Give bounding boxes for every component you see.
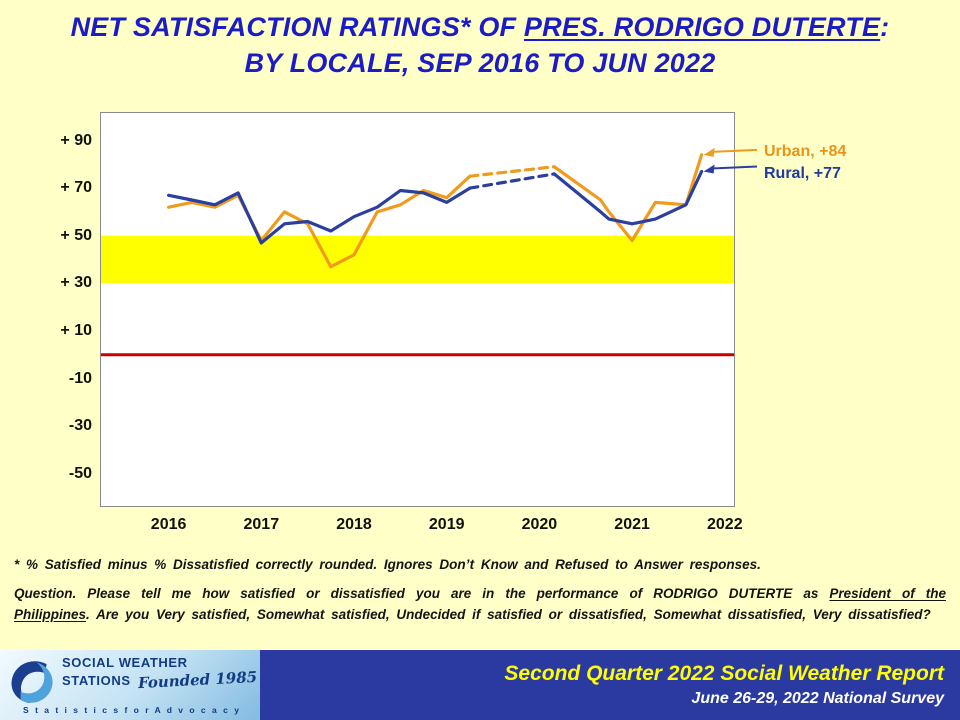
logo-line1: SOCIAL WEATHER — [62, 655, 188, 670]
question-post: . Are you Very satisfied, Somewhat satis… — [86, 606, 931, 622]
report-title-block: Second Quarter 2022 Social Weather Repor… — [260, 650, 960, 720]
logo-tagline: S t a t i s t i c s f o r A d v o c a c … — [23, 705, 241, 715]
y-axis-label: -50 — [68, 464, 92, 482]
y-axis-label: + 10 — [60, 321, 92, 339]
x-axis-label: 2018 — [336, 516, 372, 533]
question-pre: Question. Please tell me how satisfied o… — [14, 586, 830, 601]
x-axis-label: 2022 — [707, 516, 743, 533]
rural-label-arrow-icon — [703, 164, 715, 174]
page-title: NET SATISFACTION RATINGS* OF PRES. RODRI… — [0, 10, 960, 81]
urban-label-leader — [711, 148, 758, 153]
y-axis-label: + 50 — [60, 226, 92, 244]
sws-swirl-logo-icon — [11, 661, 53, 704]
title-line1-post: : — [880, 12, 890, 42]
line-chart — [100, 112, 758, 507]
sws-logo-block: SOCIAL WEATHER STATIONS Founded 1985 S t… — [0, 650, 260, 720]
y-axis-label: -30 — [68, 417, 92, 435]
x-axis-label: 2021 — [614, 516, 650, 533]
urban-label-arrow-icon — [703, 147, 715, 157]
footnote: * % Satisfied minus % Dissatisfied corre… — [14, 557, 761, 572]
question-underlined: President of the Philippines — [14, 586, 947, 622]
x-axis-label: 2017 — [243, 516, 280, 533]
neutral-band — [100, 235, 735, 284]
logo-founded-1985: Founded 1985 — [137, 667, 258, 693]
rural-line — [552, 169, 704, 226]
x-axis: 2016 2017 2018 2019 2020 2021 2022 — [100, 516, 760, 540]
title-line1-underlined: PRES. RODRIGO DUTERTE — [523, 12, 881, 42]
sws-logo-text: SOCIAL WEATHER STATIONS Founded 1985 — [62, 655, 258, 693]
title-line2: BY LOCALE, SEP 2016 TO JUN 2022 — [244, 47, 716, 78]
x-axis-label: 2020 — [521, 516, 558, 533]
x-axis-label: 2016 — [150, 516, 187, 533]
rural-line-dashed — [468, 172, 556, 190]
footer-bar: SOCIAL WEATHER STATIONS Founded 1985 S t… — [0, 650, 960, 720]
chart-plot-area — [100, 112, 760, 510]
rural-line — [166, 186, 472, 245]
rural-end-label: Rural, +77 — [764, 165, 841, 182]
report-survey-date: June 26-29, 2022 National Survey — [691, 689, 944, 707]
x-axis-label: 2019 — [428, 516, 465, 533]
y-axis: + 90 + 70 + 50 + 30 + 10 -10 -30 -50 — [22, 0, 92, 520]
urban-line-dashed — [468, 165, 556, 178]
title-line1: NET SATISFACTION RATINGS* OF PRES. RODRI… — [0, 10, 960, 46]
survey-question: Question. Please tell me how satisfied o… — [14, 584, 946, 626]
plot-background — [100, 112, 735, 507]
report-title: Second Quarter 2022 Social Weather Repor… — [504, 662, 944, 686]
rural-label-leader — [711, 165, 758, 170]
urban-end-label: Urban, +84 — [764, 143, 847, 160]
y-axis-label: + 30 — [60, 274, 92, 292]
logo-line2: STATIONS — [62, 672, 131, 688]
plot-border — [100, 112, 735, 507]
y-axis-label: + 90 — [60, 131, 92, 149]
y-axis-label: -10 — [68, 369, 92, 387]
title-line1-pre: NET SATISFACTION RATINGS* OF — [70, 12, 524, 42]
y-axis-label: + 70 — [60, 179, 92, 197]
